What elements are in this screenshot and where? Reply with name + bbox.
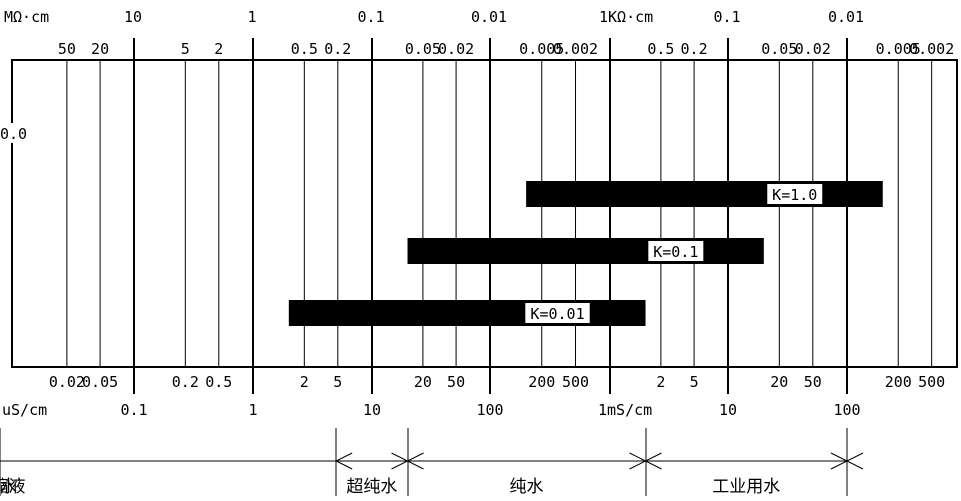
conductivity-minor-label: 0.05 bbox=[82, 373, 118, 391]
resistivity-major-label: 1 bbox=[247, 8, 256, 26]
cell-label-box bbox=[0, 123, 65, 143]
water-type-label: 超纯水 bbox=[346, 477, 397, 496]
unit-mohm-label: MΩ·cm bbox=[4, 8, 49, 26]
water-type-label: 纯水 bbox=[510, 477, 544, 496]
resistivity-major-label: 0.01 bbox=[471, 8, 507, 26]
unit-us-label: uS/cm bbox=[2, 401, 47, 419]
resistivity-minor-label: 0.005 bbox=[519, 40, 564, 58]
resistivity-minor-label: 0.002 bbox=[553, 40, 598, 58]
conductivity-minor-label: 200 bbox=[885, 373, 912, 391]
resistivity-minor-label: 5 bbox=[181, 40, 190, 58]
conductivity-major-label: 100 bbox=[476, 401, 503, 419]
resistivity-major-label: 10 bbox=[124, 8, 142, 26]
conductivity-major-label: 10 bbox=[363, 401, 381, 419]
resistivity-minor-label: 0.002 bbox=[909, 40, 954, 58]
conductivity-minor-label: 20 bbox=[414, 373, 432, 391]
conductivity-minor-label: 2 bbox=[656, 373, 665, 391]
resistivity-minor-label: 0.5 bbox=[647, 40, 674, 58]
conductivity-minor-label: 5 bbox=[690, 373, 699, 391]
conductivity-major-label: 1 bbox=[248, 401, 257, 419]
conductivity-labels: 0.020.05 0.2 0.5 2 5 20 50 200 500 2 5 20 50 200 500 0.… bbox=[49, 373, 945, 419]
conductivity-minor-label: 0.02 bbox=[49, 373, 85, 391]
resistivity-major-label: 0.01 bbox=[828, 8, 864, 26]
water-type-label: 浓缩液 bbox=[0, 477, 26, 496]
resistivity-major-label: 0.1 bbox=[357, 8, 384, 26]
unit-kohm-label: 1KΩ·cm bbox=[599, 8, 653, 26]
cell-constant-label: K=10.0 bbox=[0, 125, 27, 143]
diagram-frame bbox=[11, 59, 958, 368]
resistivity-minor-label: 0.02 bbox=[438, 40, 474, 58]
conductivity-minor-label: 2 bbox=[300, 373, 309, 391]
resistivity-minor-label: 0.02 bbox=[795, 40, 831, 58]
resistivity-minor-label: 0.5 bbox=[291, 40, 318, 58]
unit-ms-label: 1mS/cm bbox=[598, 401, 652, 419]
resistivity-minor-label: 2 bbox=[214, 40, 223, 58]
cell-range-bar bbox=[288, 300, 646, 326]
cell-range-bar bbox=[526, 181, 883, 207]
conductivity-major-label: 10 bbox=[719, 401, 737, 419]
resistivity-minor-label: 0.005 bbox=[876, 40, 921, 58]
water-type-ranges: 超纯水 纯水 工业用水 污水浓缩液 bbox=[0, 428, 864, 497]
cell-range-bars: K=10.0 K=1.0 K=0.1 K=0.01 bbox=[0, 123, 883, 326]
resistivity-minor-label: 20 bbox=[91, 40, 109, 58]
resistivity-minor-label: 0.05 bbox=[761, 40, 797, 58]
conductivity-minor-label: 500 bbox=[918, 373, 945, 391]
conductivity-minor-label: 5 bbox=[333, 373, 342, 391]
conductivity-minor-label: 0.5 bbox=[205, 373, 232, 391]
cell-label-box bbox=[648, 241, 704, 261]
cell-range-bar bbox=[407, 238, 764, 264]
grid-lines bbox=[66, 38, 933, 394]
conductivity-major-label: 100 bbox=[833, 401, 860, 419]
resistivity-minor-label: 50 bbox=[58, 40, 76, 58]
cell-label-box bbox=[525, 303, 590, 323]
water-type-label: 工业用水 bbox=[712, 477, 780, 496]
conductivity-minor-label: 200 bbox=[528, 373, 555, 391]
resistivity-minor-label: 0.2 bbox=[681, 40, 708, 58]
cell-label-box bbox=[767, 184, 823, 204]
conductivity-minor-label: 0.2 bbox=[172, 373, 199, 391]
left-arrowhead bbox=[845, 452, 864, 470]
resistivity-minor-label: 0.05 bbox=[405, 40, 441, 58]
resistivity-minor-label: 0.2 bbox=[324, 40, 351, 58]
conductivity-minor-label: 50 bbox=[447, 373, 465, 391]
conductivity-major-label: 0.1 bbox=[120, 401, 147, 419]
conductivity-minor-label: 20 bbox=[770, 373, 788, 391]
conductivity-minor-label: 50 bbox=[804, 373, 822, 391]
water-type-label: 污水 bbox=[0, 477, 17, 496]
resistivity-major-label: 0.1 bbox=[713, 8, 740, 26]
cell-constant-label: K=0.1 bbox=[653, 243, 698, 261]
cell-constant-label: K=0.01 bbox=[530, 305, 584, 323]
cell-constant-label: K=1.0 bbox=[772, 186, 817, 204]
conductivity-minor-label: 500 bbox=[562, 373, 589, 391]
